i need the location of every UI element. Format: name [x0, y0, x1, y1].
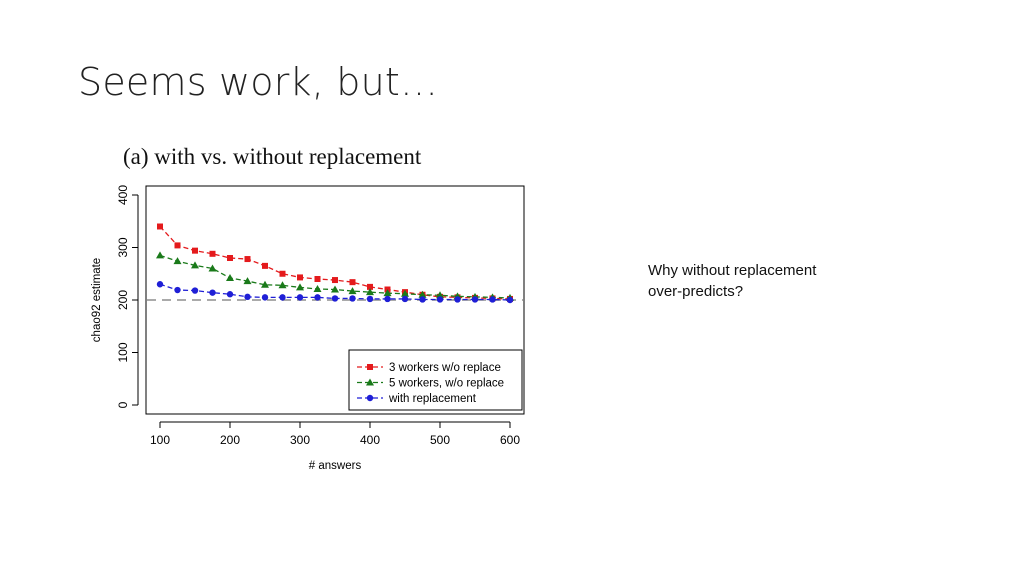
data-point — [157, 223, 163, 230]
series-circle — [156, 281, 514, 304]
side-note-line-1: Why without replacement — [648, 262, 817, 279]
data-point — [506, 296, 514, 304]
data-point — [156, 251, 164, 259]
data-point — [384, 295, 391, 303]
data-point — [191, 287, 199, 294]
data-point — [489, 296, 496, 303]
data-point — [296, 283, 304, 291]
data-point — [192, 247, 198, 254]
x-tick-label: 100 — [150, 433, 170, 447]
data-point — [209, 250, 216, 257]
slide-title: Seems work, but… — [78, 60, 439, 104]
data-point — [226, 291, 234, 298]
series-layer — [156, 223, 514, 304]
data-point — [227, 255, 233, 261]
data-point — [349, 279, 356, 286]
x-tick-label: 200 — [220, 433, 240, 447]
data-point — [174, 242, 181, 249]
data-point — [261, 294, 269, 301]
data-point — [349, 295, 356, 302]
side-note: Why without replacement over-predicts? — [648, 260, 816, 302]
data-point — [243, 277, 252, 285]
chart: 100 200 300 400 500 600 0 100 200 300 400 # answer… — [91, 185, 525, 472]
data-point — [313, 284, 322, 292]
x-tick-label: 300 — [290, 433, 310, 447]
legend-items: 3 workers w/o replace 5 workers, w/o repl… — [357, 362, 504, 405]
x-tick-label: 400 — [360, 433, 380, 447]
data-point — [278, 281, 287, 289]
data-point — [418, 290, 427, 298]
data-point — [261, 280, 269, 288]
legend-marker — [366, 394, 374, 402]
data-point — [244, 256, 251, 263]
data-point — [367, 283, 373, 290]
data-point — [262, 262, 268, 269]
data-point — [419, 296, 426, 303]
data-point — [383, 289, 392, 297]
data-point — [226, 273, 234, 281]
y-axis-label: chao92 estimate — [91, 258, 103, 342]
y-tick-label: 300 — [116, 237, 130, 257]
data-point — [279, 294, 286, 301]
data-point — [471, 296, 479, 303]
legend-label: with replacement — [388, 393, 477, 405]
data-point — [348, 287, 357, 295]
data-point — [173, 257, 182, 265]
data-point — [331, 295, 339, 302]
axes-layer: 100 200 300 400 500 600 0 100 200 300 400 — [116, 185, 520, 447]
data-point — [436, 291, 444, 299]
data-point — [244, 293, 251, 301]
data-point — [156, 281, 164, 288]
y-tick-label: 0 — [116, 401, 130, 408]
data-point — [366, 288, 374, 296]
side-note-line-2: over-predicts? — [648, 283, 744, 300]
data-point — [297, 274, 303, 281]
x-axis-label: # answers — [309, 460, 362, 472]
data-point — [208, 264, 217, 272]
data-point — [296, 294, 304, 301]
legend-label: 5 workers, w/o replace — [389, 378, 504, 390]
data-point — [279, 270, 286, 277]
legend-box — [348, 349, 523, 411]
data-point — [331, 285, 339, 293]
data-point — [332, 277, 338, 284]
data-point — [401, 295, 409, 303]
data-point — [314, 294, 321, 301]
data-point — [436, 296, 444, 303]
data-point — [209, 289, 216, 296]
data-point — [401, 289, 409, 297]
y-tick-label: 400 — [116, 185, 130, 205]
legend-marker — [366, 378, 374, 386]
data-point — [174, 286, 181, 294]
data-point — [454, 296, 461, 303]
legend: 3 workers w/o replace 5 workers, w/o repl… — [348, 349, 523, 411]
x-tick-label: 600 — [500, 433, 520, 447]
data-point — [314, 276, 321, 282]
data-point — [191, 261, 199, 269]
x-tick-label: 500 — [430, 433, 450, 447]
data-point — [366, 295, 374, 303]
legend-label: 3 workers w/o replace — [389, 362, 501, 374]
plot-frame — [145, 185, 525, 415]
y-tick-label: 100 — [116, 342, 130, 362]
y-tick-label: 200 — [116, 290, 130, 310]
chart-title: (a) with vs. without replacement — [123, 144, 422, 169]
legend-marker — [367, 364, 373, 370]
